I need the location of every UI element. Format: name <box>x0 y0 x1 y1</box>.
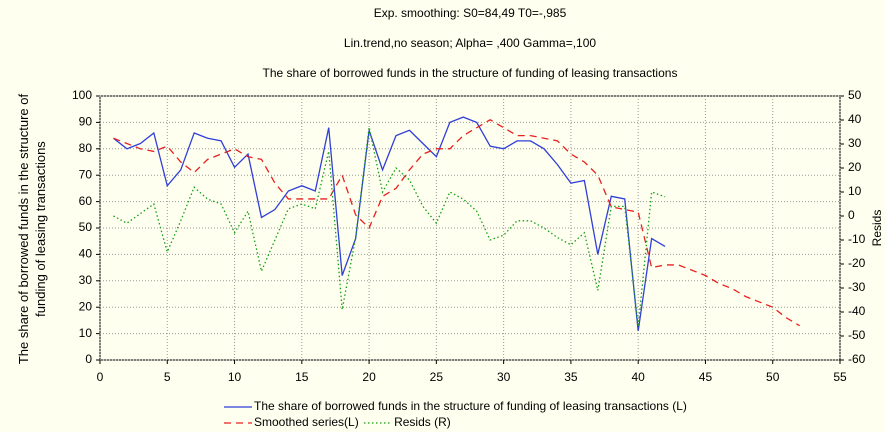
y2-tick-label: 10 <box>848 184 862 198</box>
x-tick-label: 30 <box>497 370 511 384</box>
legend-label: The share of borrowed funds in the struc… <box>254 399 687 413</box>
legend-item: Smoothed series(L) <box>222 415 359 429</box>
legend-swatch <box>364 422 393 424</box>
y-tick-label: 90 <box>79 115 93 129</box>
chart-subtitle: Lin.trend,no season; Alpha= ,400 Gamma=,… <box>344 36 597 50</box>
x-tick-label: 45 <box>699 370 713 384</box>
legend-item: The share of borrowed funds in the struc… <box>222 399 687 413</box>
x-tick-label: 25 <box>430 370 444 384</box>
x-tick-label: 35 <box>564 370 578 384</box>
y2-tick-label: -10 <box>848 232 866 246</box>
y-tick-label: 10 <box>79 326 93 340</box>
series-line <box>113 127 666 327</box>
y-tick-label: 20 <box>79 299 93 313</box>
y2-tick-label: 20 <box>848 160 862 174</box>
y2-tick-label: -60 <box>848 352 866 366</box>
legend-label: Resids (R) <box>394 415 451 429</box>
chart-title: Exp. smoothing: S0=84,49 T0=-,985 <box>374 6 567 20</box>
y-tick-label: 50 <box>79 220 93 234</box>
x-tick-label: 10 <box>228 370 242 384</box>
x-tick-label: 20 <box>362 370 376 384</box>
legend: The share of borrowed funds in the struc… <box>222 398 722 430</box>
x-tick-label: 50 <box>766 370 780 384</box>
y-tick-label: 40 <box>79 247 93 261</box>
y-tick-label: 100 <box>72 88 92 102</box>
x-tick-label: 0 <box>97 370 104 384</box>
y-tick-label: 70 <box>79 167 93 181</box>
y2-tick-label: 0 <box>848 208 855 222</box>
x-tick-label: 55 <box>833 370 847 384</box>
y2-tick-label: -30 <box>848 280 866 294</box>
y-axis-label: The share of borrowed funds in the struc… <box>16 93 48 365</box>
legend-item: Resids (R) <box>362 415 451 429</box>
y-tick-label: 0 <box>85 352 92 366</box>
y-tick-label: 80 <box>79 141 93 155</box>
y2-tick-label: -50 <box>848 328 866 342</box>
y2-tick-label: 40 <box>848 112 862 126</box>
y2-tick-label: -20 <box>848 256 866 270</box>
x-tick-label: 40 <box>632 370 646 384</box>
y2-tick-label: -40 <box>848 304 866 318</box>
y2-tick-label: 30 <box>848 136 862 150</box>
series-line <box>113 119 800 327</box>
x-tick-label: 15 <box>295 370 309 384</box>
legend-label: Smoothed series(L) <box>254 415 359 429</box>
y2-tick-label: 50 <box>848 88 862 102</box>
legend-swatch <box>224 406 252 408</box>
series-line <box>113 116 666 332</box>
y-tick-label: 60 <box>79 194 93 208</box>
y2-axis-label: Resids <box>870 210 884 247</box>
legend-swatch <box>224 422 252 424</box>
x-tick-label: 5 <box>164 370 171 384</box>
chart-caption: The share of borrowed funds in the struc… <box>263 66 678 80</box>
y-tick-label: 30 <box>79 273 93 287</box>
